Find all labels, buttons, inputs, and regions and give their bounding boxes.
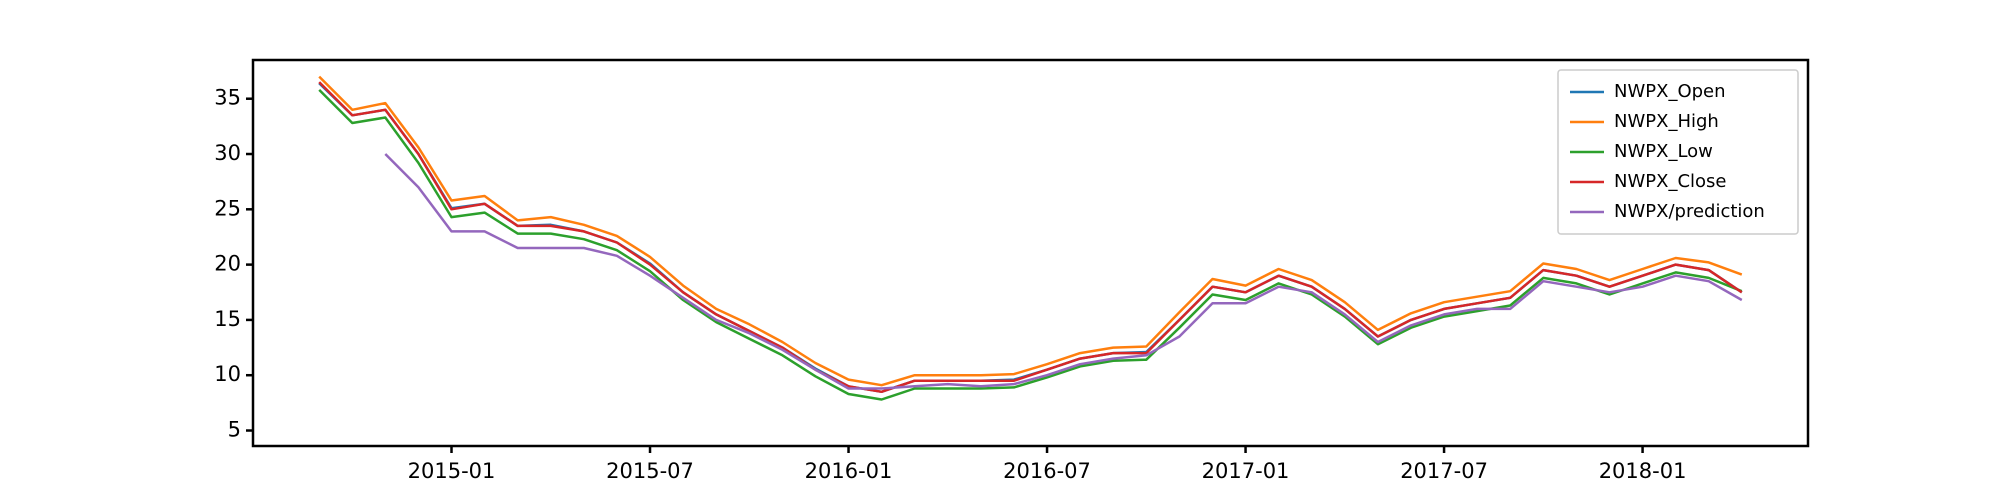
y-tick-label: 25 — [214, 196, 241, 220]
y-tick-label: 15 — [214, 307, 241, 331]
series-line — [318, 82, 1743, 394]
x-tick-label: 2015-07 — [606, 459, 694, 483]
series-line — [318, 89, 1743, 401]
y-tick-label: 35 — [214, 86, 241, 110]
y-tick-label: 10 — [214, 362, 241, 386]
legend-label: NWPX_Low — [1614, 141, 1713, 162]
x-tick-label: 2018-01 — [1599, 459, 1687, 483]
y-tick-label: 5 — [228, 418, 241, 442]
y-tick-label: 30 — [214, 141, 241, 165]
legend-label: NWPX_Close — [1614, 171, 1726, 192]
x-tick-label: 2017-01 — [1202, 459, 1290, 483]
x-tick-label: 2016-07 — [1003, 459, 1091, 483]
legend: NWPX_Open NWPX_High NWPX_Low NWPX_Close NWPX… — [1557, 69, 1799, 235]
x-tick-label: 2017-07 — [1400, 459, 1488, 483]
legend-label: NWPX_Open — [1614, 81, 1726, 102]
legend-label: NWPX/prediction — [1614, 201, 1765, 222]
series-line — [384, 153, 1743, 390]
series-line — [318, 81, 1743, 394]
x-tick-label: 2016-01 — [805, 459, 893, 483]
series-line — [318, 75, 1743, 387]
y-tick-label: 20 — [214, 252, 241, 276]
x-tick-label: 2015-01 — [408, 459, 496, 483]
legend-label: NWPX_High — [1614, 111, 1719, 132]
plot-frame — [251, 58, 1810, 448]
legend-box — [1557, 69, 1799, 235]
